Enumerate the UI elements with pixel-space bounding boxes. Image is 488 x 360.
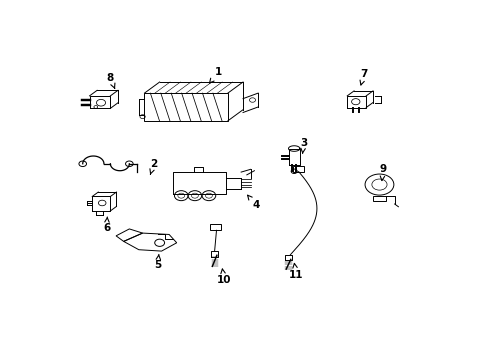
Text: 7: 7 (359, 69, 367, 85)
Bar (372, 196, 386, 201)
Text: 6: 6 (103, 217, 110, 233)
Text: 4: 4 (247, 195, 260, 210)
Bar (292, 166, 304, 172)
Text: 1: 1 (209, 67, 222, 83)
Text: 2: 2 (150, 159, 157, 174)
Text: 9: 9 (379, 164, 386, 181)
Text: 10: 10 (216, 269, 231, 285)
Text: 3: 3 (300, 138, 306, 154)
Text: 11: 11 (288, 264, 303, 280)
Text: 5: 5 (154, 255, 161, 270)
Bar (210, 224, 221, 230)
Text: 8: 8 (106, 73, 115, 89)
